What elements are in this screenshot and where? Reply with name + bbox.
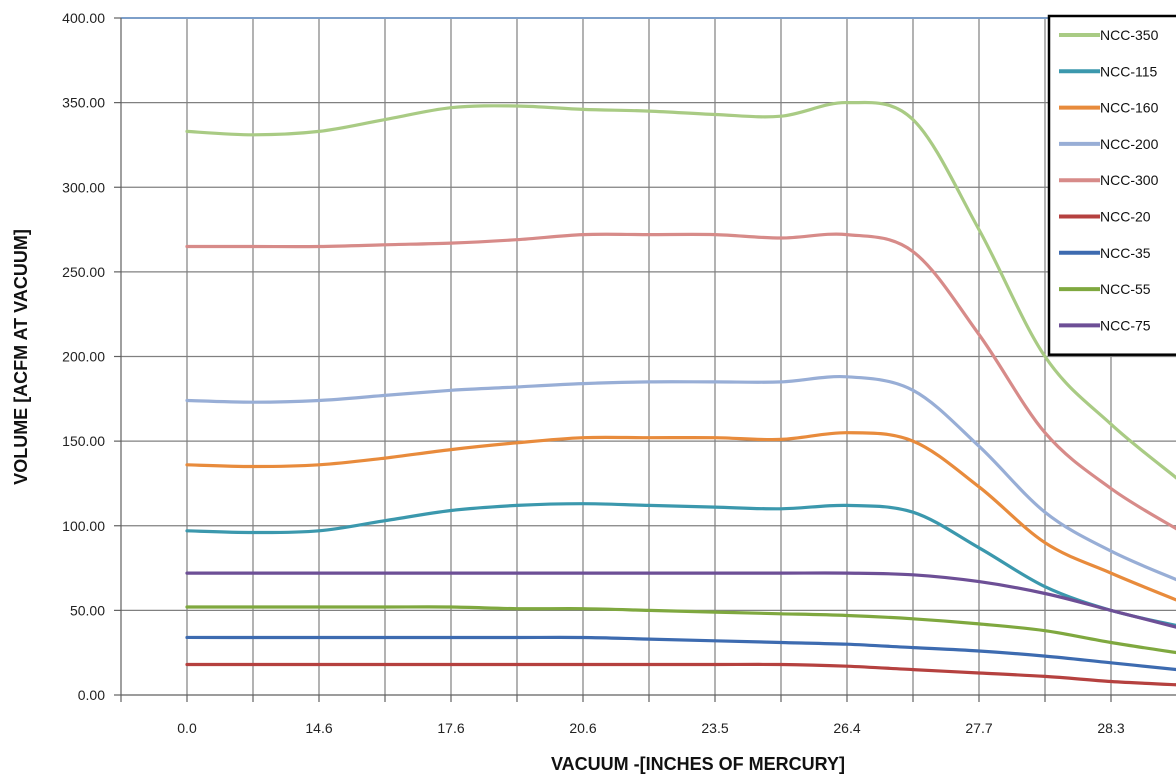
y-tick-label: 400.00 [62, 10, 105, 26]
series-line-ncc-55 [185, 605, 1176, 655]
legend-label: NCC-20 [1100, 209, 1151, 225]
legend-label: NCC-35 [1100, 245, 1151, 261]
x-tick-label: 17.6 [437, 720, 464, 736]
series-line-ncc-20 [185, 662, 1176, 687]
legend-box [1047, 14, 1176, 356]
series-line-ncc-35 [185, 635, 1176, 672]
series-line-ncc-350 [185, 100, 1176, 480]
legend-label: NCC-75 [1100, 317, 1151, 333]
series-lines [185, 100, 1176, 687]
y-tick-label: 300.00 [62, 179, 105, 195]
y-tick-labels: 0.00 50.00 100.00 150.00 200.00 250.00 300.00 3… [62, 10, 105, 703]
legend-label: NCC-300 [1100, 172, 1159, 188]
series-line-ncc-160 [185, 431, 1176, 602]
legend-label: NCC-200 [1100, 136, 1159, 152]
y-tick-label: 0.00 [78, 687, 105, 703]
y-tick-label: 350.00 [62, 95, 105, 111]
series-line-ncc-115 [185, 502, 1176, 628]
x-tick-labels: 0.0 14.6 17.6 20.6 23.5 26.4 27.7 28.3 [177, 720, 1125, 736]
legend-label: NCC-160 [1100, 100, 1159, 116]
legend: NCC-350 NCC-115 NCC-160 NCC-200 NCC-300 NCC-2… [1047, 14, 1176, 356]
x-tick-label: 0.0 [177, 720, 197, 736]
y-tick-label: 100.00 [62, 518, 105, 534]
y-tick-label: 250.00 [62, 264, 105, 280]
series-line-ncc-300 [185, 232, 1176, 531]
x-axis-title: VACUUM -[INCHES OF MERCURY] [551, 754, 845, 774]
legend-label: NCC-350 [1100, 27, 1159, 43]
y-tick-label: 50.00 [70, 602, 105, 618]
x-tick-label: 14.6 [305, 720, 332, 736]
y-tick-label: 200.00 [62, 349, 105, 365]
series-line-ncc-75 [185, 571, 1176, 629]
legend-label: NCC-55 [1100, 281, 1151, 297]
x-tick-label: 20.6 [569, 720, 596, 736]
x-tick-label: 23.5 [701, 720, 728, 736]
x-tick-label: 28.3 [1097, 720, 1124, 736]
series-line-ncc-200 [185, 374, 1176, 582]
legend-label: NCC-115 [1100, 63, 1158, 79]
x-tick-label: 27.7 [965, 720, 992, 736]
x-tick-label: 26.4 [833, 720, 860, 736]
axes [114, 17, 1176, 702]
y-tick-label: 150.00 [62, 433, 105, 449]
y-axis-title: VOLUME [ACFM AT VACUUM] [11, 229, 31, 485]
